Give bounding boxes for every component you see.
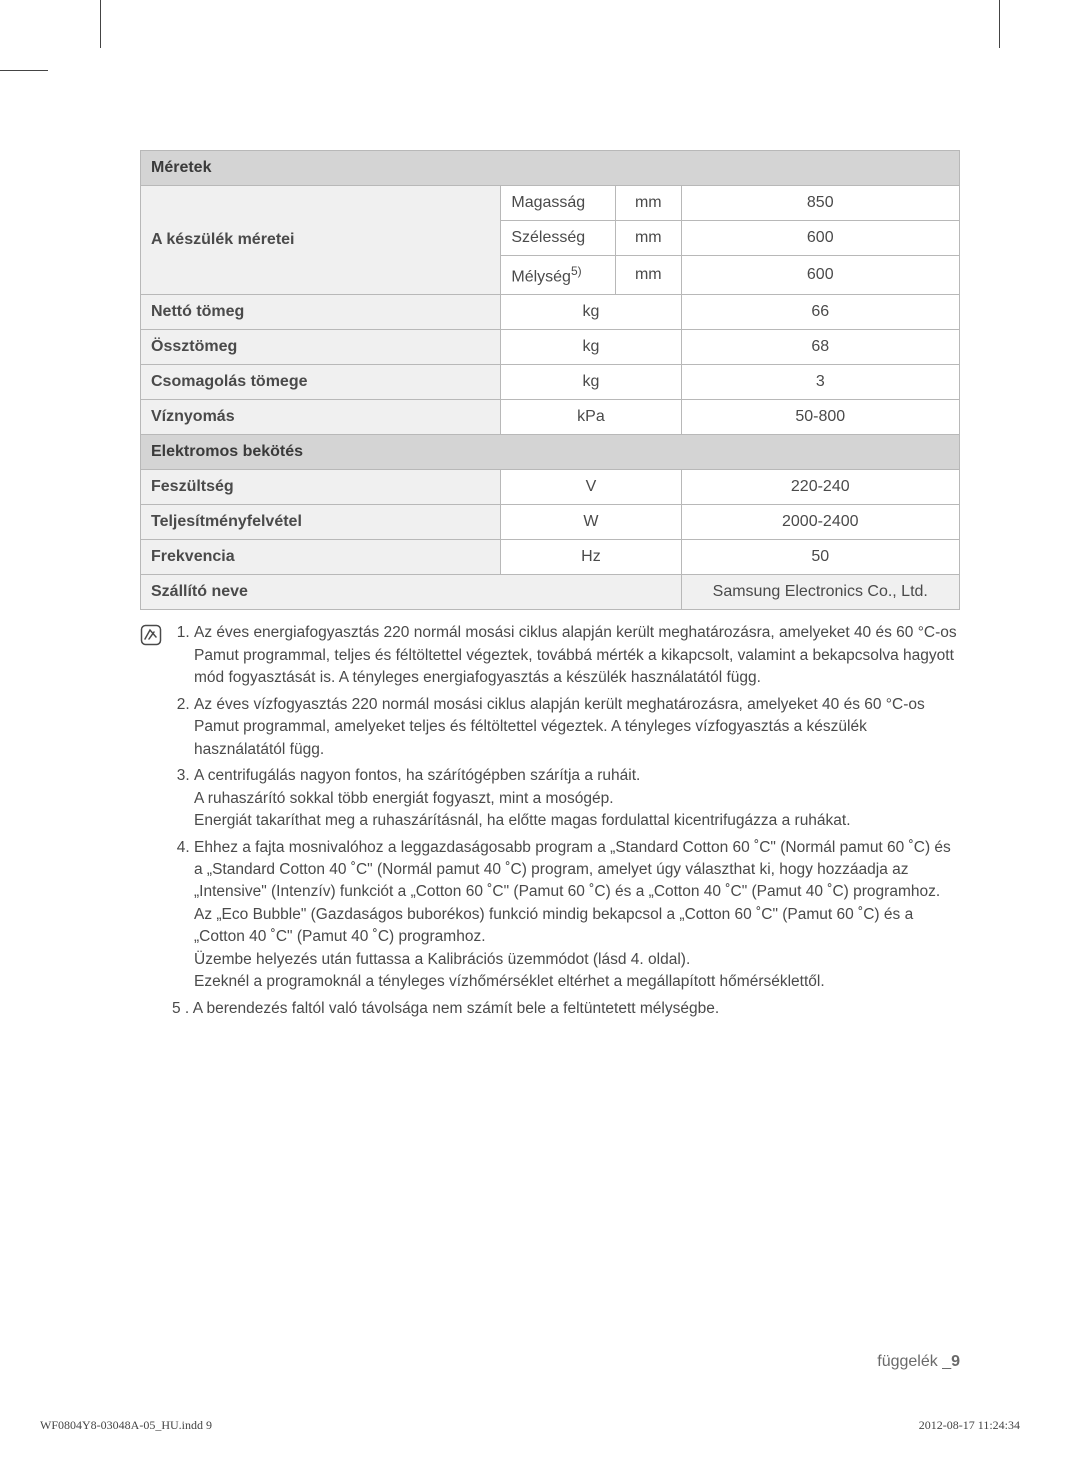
pack-weight-unit: kg [501, 365, 681, 400]
page: Méretek A készülék méretei Magasság mm 8… [0, 0, 1080, 1461]
height-value: 850 [681, 186, 959, 221]
table-row: A készülék méretei Magasság mm 850 [141, 186, 960, 221]
timestamp-footer: 2012-08-17 11:24:34 [919, 1418, 1020, 1433]
width-label: Szélesség [501, 221, 616, 256]
supplier-label: Szállító neve [141, 575, 682, 610]
power-value: 2000-2400 [681, 505, 959, 540]
depth-value: 600 [681, 256, 959, 295]
device-dims-label: A készülék méretei [141, 186, 501, 295]
notes-list: Az éves energiafogyasztás 220 normál mos… [172, 622, 960, 1020]
table-row: Nettó tömeg kg 66 [141, 295, 960, 330]
note-icon [140, 624, 162, 653]
net-weight-unit: kg [501, 295, 681, 330]
note-item: A centrifugálás nagyon fontos, ha szárít… [194, 765, 960, 832]
gross-weight-label: Össztömeg [141, 330, 501, 365]
width-value: 600 [681, 221, 959, 256]
water-pressure-unit: kPa [501, 400, 681, 435]
note-item: Ehhez a fajta mosnivalóhoz a leggazdaság… [194, 837, 960, 994]
supplier-value: Samsung Electronics Co., Ltd. [681, 575, 959, 610]
water-pressure-label: Víznyomás [141, 400, 501, 435]
table-row: Feszültség V 220-240 [141, 470, 960, 505]
net-weight-value: 66 [681, 295, 959, 330]
table-row: Csomagolás tömege kg 3 [141, 365, 960, 400]
voltage-value: 220-240 [681, 470, 959, 505]
section-header-row: Méretek [141, 151, 960, 186]
electrical-header: Elektromos bekötés [141, 435, 960, 470]
table-row: Össztömeg kg 68 [141, 330, 960, 365]
depth-unit: mm [616, 256, 682, 295]
table-row: Frekvencia Hz 50 [141, 540, 960, 575]
gross-weight-value: 68 [681, 330, 959, 365]
power-unit: W [501, 505, 681, 540]
dimensions-header: Méretek [141, 151, 960, 186]
water-pressure-value: 50-800 [681, 400, 959, 435]
note-item: Az éves vízfogyasztás 220 normál mosási … [194, 694, 960, 761]
note-item: Az éves energiafogyasztás 220 normál mos… [194, 622, 960, 689]
freq-value: 50 [681, 540, 959, 575]
notes-block: Az éves energiafogyasztás 220 normál mos… [140, 622, 960, 1020]
pack-weight-label: Csomagolás tömege [141, 365, 501, 400]
note-item: 5 . A berendezés faltól való távolsága n… [172, 998, 960, 1020]
net-weight-label: Nettó tömeg [141, 295, 501, 330]
pack-weight-value: 3 [681, 365, 959, 400]
width-unit: mm [616, 221, 682, 256]
power-label: Teljesítményfelvétel [141, 505, 501, 540]
table-row: Teljesítményfelvétel W 2000-2400 [141, 505, 960, 540]
indd-footer: WF0804Y8-03048A-05_HU.indd 9 [40, 1418, 212, 1433]
page-footer: függelék _9 [877, 1353, 960, 1371]
freq-label: Frekvencia [141, 540, 501, 575]
height-unit: mm [616, 186, 682, 221]
gross-weight-unit: kg [501, 330, 681, 365]
table-row: Víznyomás kPa 50-800 [141, 400, 960, 435]
section-header-row: Elektromos bekötés [141, 435, 960, 470]
depth-label: Mélység5) [501, 256, 616, 295]
voltage-unit: V [501, 470, 681, 505]
table-row: Szállító neve Samsung Electronics Co., L… [141, 575, 960, 610]
height-label: Magasság [501, 186, 616, 221]
voltage-label: Feszültség [141, 470, 501, 505]
spec-table: Méretek A készülék méretei Magasság mm 8… [140, 150, 960, 610]
freq-unit: Hz [501, 540, 681, 575]
